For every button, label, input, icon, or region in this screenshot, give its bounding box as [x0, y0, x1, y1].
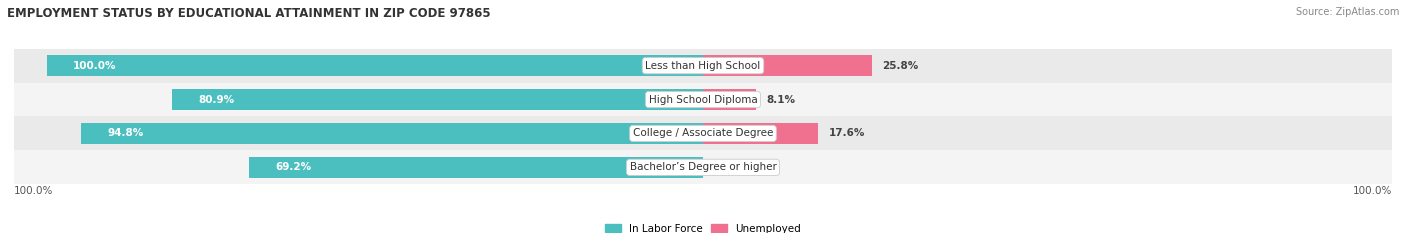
Bar [703, 55, 872, 76]
Bar [14, 83, 1392, 116]
Text: Less than High School: Less than High School [645, 61, 761, 71]
Text: Bachelor’s Degree or higher: Bachelor’s Degree or higher [630, 162, 776, 172]
Text: 94.8%: 94.8% [107, 128, 143, 138]
Text: 80.9%: 80.9% [198, 95, 235, 105]
Bar [14, 116, 1392, 150]
Bar [46, 55, 703, 76]
Bar [703, 89, 756, 110]
Bar [172, 89, 703, 110]
Legend: In Labor Force, Unemployed: In Labor Force, Unemployed [605, 224, 801, 233]
Text: EMPLOYMENT STATUS BY EDUCATIONAL ATTAINMENT IN ZIP CODE 97865: EMPLOYMENT STATUS BY EDUCATIONAL ATTAINM… [7, 7, 491, 20]
Text: 100.0%: 100.0% [1353, 186, 1392, 196]
Bar [14, 150, 1392, 184]
Bar [249, 157, 703, 178]
Text: 0.0%: 0.0% [713, 162, 742, 172]
Bar [703, 123, 818, 144]
Text: 100.0%: 100.0% [14, 186, 53, 196]
Text: Source: ZipAtlas.com: Source: ZipAtlas.com [1295, 7, 1399, 17]
Text: 69.2%: 69.2% [276, 162, 311, 172]
Text: 100.0%: 100.0% [73, 61, 117, 71]
Text: College / Associate Degree: College / Associate Degree [633, 128, 773, 138]
Text: 17.6%: 17.6% [828, 128, 865, 138]
Text: 8.1%: 8.1% [766, 95, 794, 105]
Text: High School Diploma: High School Diploma [648, 95, 758, 105]
Text: 25.8%: 25.8% [882, 61, 918, 71]
Bar [82, 123, 703, 144]
Bar [14, 49, 1392, 83]
